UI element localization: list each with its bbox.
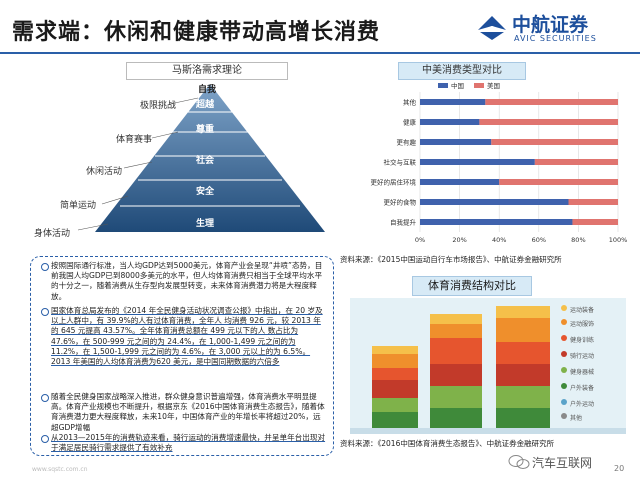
legend-swatch [474,83,484,88]
x-tick-label: 40% [492,236,506,244]
sports-legend [561,305,567,419]
sports-legend-item: 运动服饰 [570,321,595,328]
category-label: 更好的食物 [384,198,417,207]
category-label: 自我提升 [390,218,417,227]
consumption-panel-title: 中美消费类型对比 [398,62,526,80]
bar-segment [420,159,535,165]
pyramid-tier: 生理 [196,219,215,229]
category-label: 健康 [403,118,417,127]
sports-legend-item: 户外装备 [570,385,595,392]
pyramid-tier: 安全 [196,187,215,197]
structure-column [496,306,550,428]
bar-segment [568,199,618,205]
bullet-icon [41,394,49,402]
sports-legend-item: 运动装备 [570,307,595,314]
header-divider [0,52,640,54]
bar-segment [420,219,573,225]
bar-segment [534,159,618,165]
structure-column [372,346,418,428]
bullet-icon [41,263,49,271]
bar-segment [491,139,618,145]
sports-legend-item: 其他 [570,415,583,422]
avic-logo-icon [478,16,506,40]
pyramid-panel-title: 马斯洛需求理论 [126,62,288,80]
bar-segment [420,119,480,125]
sports-legend-item: 骑行运动 [570,353,595,360]
bullet-paragraph: 随着全民健身国家战略深入推进，群众健身意识普遍增强，体育消费水平明显提高。体育产… [41,392,327,433]
bar-segment [479,119,618,125]
text-summary-box: 按照国际通行标准，当人均GDP达到5000美元，体育产业会呈现“井喷”态势，目前… [30,256,334,456]
pyramid-level-label: 简单运动 [60,201,97,211]
pyramid-level-label: 极限挑战 [140,101,177,111]
legend-label: 中国 [451,81,464,90]
category-label: 更有趣 [397,138,417,147]
bar-segment [485,99,618,105]
pyramid-tier: 尊重 [196,125,215,135]
sports-source: 资料来源：《2016中国体育消费生态报告》、中航证券金融研究所 [340,439,555,448]
pyramid-leader-lines [77,97,199,231]
bullet-paragraph: 按照国际通行标准，当人均GDP达到5000美元，体育产业会呈现“井喷”态势，目前… [41,261,327,302]
company-logo-name: 中航证券 [512,14,589,36]
bullet-paragraph: 从2013—2015年的消费轨迹来看，骑行运动的消费增速最快，并呈单年台出现对于… [41,433,327,453]
page-number: 20 [614,464,625,473]
pyramid-tier: 社会 [196,156,215,166]
sports-structure-chart [350,298,626,434]
bullet-icon [41,308,49,316]
company-logo-subtitle: AVIC SECURITIES [514,34,597,43]
sports-panel-title: 体育消费结构对比 [412,276,532,296]
pyramid-level-label: 体育赛事 [116,135,153,145]
pyramid-tier: 自我 [198,85,217,95]
bar-segment [499,179,618,185]
maslow-pyramid [95,84,325,232]
pyramid-shape [95,84,325,232]
x-tick-label: 0% [415,236,425,244]
bar-segment [420,99,486,105]
wechat-icon [508,455,530,469]
category-label: 其他 [403,98,417,107]
consumption-bar-chart: 0% 20% 40% 60% 80% 100% 其他健康更有趣社交与互联更好的居住环境更好的… [371,81,628,244]
bar-segment [420,139,492,145]
bullet-icon [41,435,49,443]
pyramid-level-label: 休闲活动 [86,167,123,177]
bar-segment [420,179,500,185]
x-tick-label: 20% [452,236,466,244]
footer-watermark: 汽车互联网 [532,456,593,470]
pyramid-tier: 超越 [196,100,215,110]
legend-label: 美国 [487,81,500,90]
sports-legend-item: 户外运动 [570,401,595,408]
bar-segment [572,219,618,225]
page-title: 需求端：休闲和健康带动高增长消费 [12,19,381,45]
x-tick-label: 80% [571,236,585,244]
bullet-paragraph: 国家体育总局发布的《2014 年全民健身活动状况调查公报》中指出，在 20 岁及… [41,306,327,367]
x-tick-label: 60% [532,236,546,244]
legend-swatch [438,83,448,88]
structure-column [430,314,482,428]
sports-legend-item: 健身器械 [570,369,595,376]
pyramid-level-label: 身体活动 [34,229,71,239]
bar-segment [420,199,569,205]
footer-website: www.sqstc.com.cn [32,466,88,473]
category-label: 更好的居住环境 [371,178,417,187]
sports-legend-item: 健身训练 [570,337,595,344]
x-tick-label: 100% [609,236,628,244]
consumption-source: 资料来源：《2015中国运动自行车市场报告》、中航证券金融研究所 [340,255,562,264]
category-label: 社交与互联 [384,158,417,167]
